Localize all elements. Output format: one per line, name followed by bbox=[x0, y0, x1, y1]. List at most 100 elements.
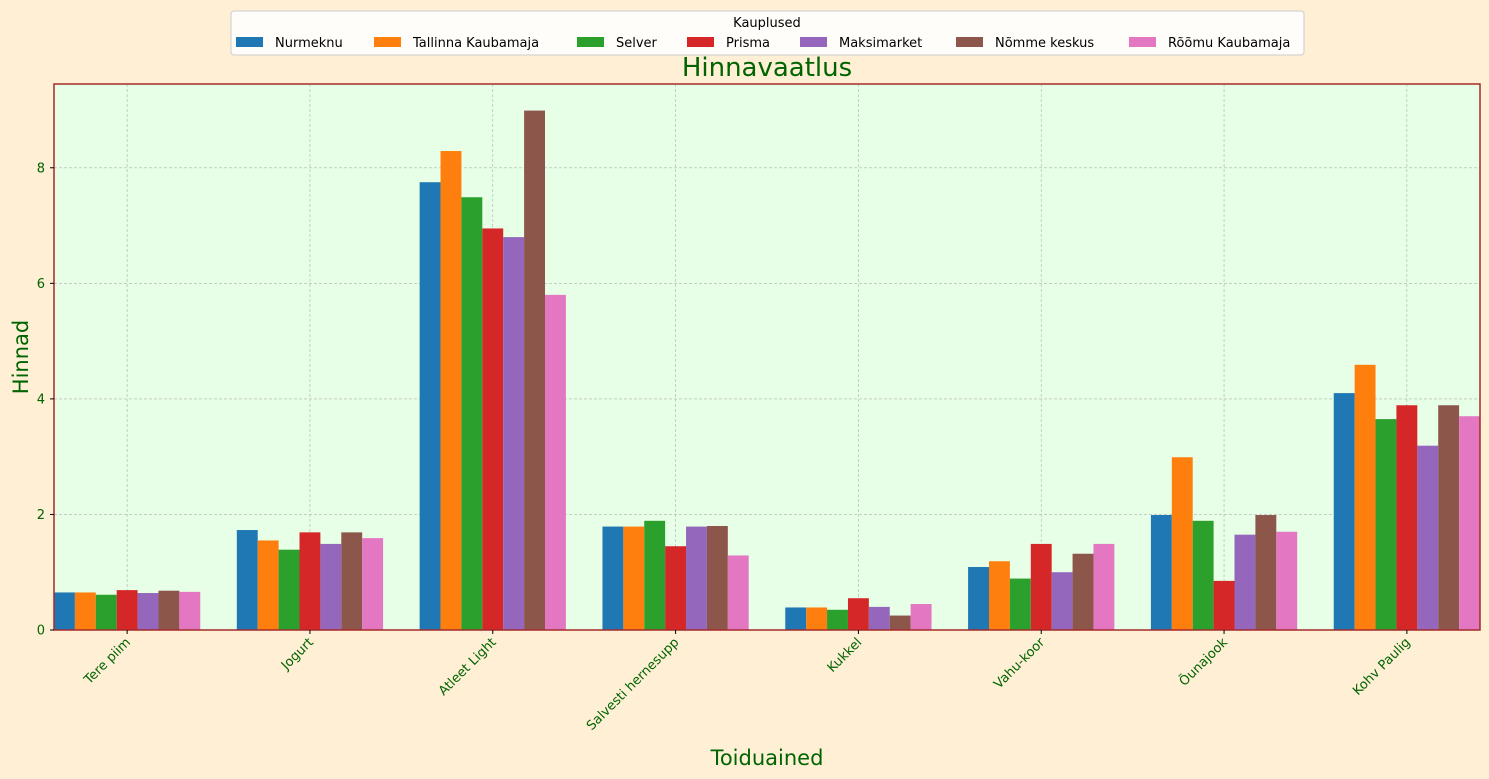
bar bbox=[74, 592, 96, 630]
bar bbox=[988, 561, 1010, 630]
bar bbox=[1150, 515, 1172, 630]
bar bbox=[1438, 405, 1460, 630]
bar bbox=[1333, 393, 1355, 630]
bar bbox=[482, 228, 504, 630]
legend-item: Tallinna Kaubamaja bbox=[374, 36, 539, 51]
bar bbox=[706, 526, 728, 630]
bar bbox=[1213, 580, 1235, 630]
legend-item: Nõmme keskus bbox=[956, 36, 1094, 51]
x-tick-label: Kukkel bbox=[825, 635, 866, 676]
bar bbox=[1009, 578, 1031, 630]
bar bbox=[727, 555, 749, 630]
bar bbox=[644, 520, 666, 630]
legend-swatch bbox=[1129, 37, 1156, 47]
x-axis-ticks: Tere piim Jogurt Atleet Light Salvesti hern… bbox=[81, 630, 1414, 734]
legend-swatch bbox=[800, 37, 827, 47]
legend-label: Rõõmu Kaubamaja bbox=[1168, 36, 1290, 51]
bar bbox=[362, 538, 384, 630]
bar bbox=[1030, 543, 1052, 630]
bar bbox=[236, 530, 258, 630]
bar bbox=[158, 590, 180, 630]
y-tick-label: 8 bbox=[37, 161, 45, 176]
bar bbox=[1234, 534, 1256, 630]
legend-label: Tallinna Kaubamaja bbox=[412, 36, 539, 51]
x-tick-label: Tere piim bbox=[81, 635, 134, 688]
bar bbox=[623, 526, 645, 630]
x-tick-label: Vahu-koor bbox=[991, 635, 1048, 692]
y-axis-title: Hinnad bbox=[9, 320, 33, 394]
bar bbox=[968, 567, 989, 630]
bar bbox=[419, 182, 441, 630]
legend-swatch bbox=[687, 37, 714, 47]
bar bbox=[1276, 531, 1298, 630]
y-tick-label: 6 bbox=[37, 277, 45, 292]
legend-label: Maksimarket bbox=[839, 36, 922, 51]
x-tick-label: Kohv Paulig bbox=[1350, 635, 1414, 699]
legend-item: Rõõmu Kaubamaja bbox=[1129, 36, 1290, 51]
y-tick-label: 4 bbox=[37, 392, 45, 407]
legend-item: Nurmeknu bbox=[236, 36, 343, 51]
legend-label: Nõmme keskus bbox=[995, 36, 1094, 51]
bar bbox=[179, 591, 201, 630]
x-tick-label: Atleet Light bbox=[436, 635, 500, 699]
bar bbox=[95, 594, 117, 630]
bars bbox=[54, 110, 1480, 631]
bar bbox=[827, 609, 848, 630]
bar bbox=[524, 110, 546, 631]
bar bbox=[1354, 364, 1376, 630]
grid-lines bbox=[54, 84, 1480, 631]
bar bbox=[299, 532, 321, 630]
bar bbox=[1375, 419, 1397, 630]
bar bbox=[1072, 553, 1094, 630]
bar bbox=[785, 607, 807, 630]
legend-items: Nurmeknu Tallinna Kaubamaja Selver Prisma Ma… bbox=[236, 36, 1290, 51]
bar bbox=[847, 598, 869, 630]
bar bbox=[503, 237, 525, 630]
legend-label: Prisma bbox=[726, 36, 770, 51]
y-tick-label: 2 bbox=[37, 508, 45, 523]
bar bbox=[320, 543, 342, 630]
bar bbox=[1255, 515, 1277, 630]
bar bbox=[1396, 405, 1418, 630]
bar bbox=[54, 592, 75, 630]
x-tick-label: Salvesti hernesupp bbox=[584, 635, 682, 733]
x-tick-label: Jogurt bbox=[278, 635, 317, 674]
bar bbox=[137, 593, 159, 630]
legend: Kauplused Nurmeknu Tallinna Kaubamaja Selv… bbox=[230, 10, 1305, 56]
legend-swatch bbox=[374, 37, 401, 47]
bar bbox=[1192, 520, 1214, 630]
legend-swatch bbox=[956, 37, 983, 47]
bar bbox=[1417, 445, 1439, 630]
x-axis-title: Toiduained bbox=[710, 746, 824, 770]
bar bbox=[1051, 572, 1073, 630]
bar bbox=[868, 606, 890, 630]
bar bbox=[545, 294, 566, 630]
chart-title: Hinnavaatlus bbox=[682, 53, 852, 83]
legend-box bbox=[230, 10, 1305, 56]
plot-border bbox=[53, 83, 1481, 631]
bar bbox=[257, 540, 279, 630]
bar bbox=[461, 197, 483, 630]
legend-label: Selver bbox=[616, 36, 658, 51]
bar bbox=[602, 526, 624, 630]
bar bbox=[1093, 543, 1115, 630]
legend-item: Selver bbox=[577, 36, 658, 51]
bar bbox=[665, 546, 687, 630]
bar bbox=[341, 532, 363, 630]
bar bbox=[278, 549, 300, 630]
bar bbox=[440, 151, 462, 630]
legend-title: Kauplused bbox=[733, 16, 801, 31]
bar bbox=[910, 604, 932, 630]
bar bbox=[806, 607, 828, 630]
bar bbox=[686, 526, 707, 630]
bar bbox=[116, 590, 138, 630]
bar bbox=[1171, 457, 1193, 630]
y-axis-ticks: 0 2 4 6 8 bbox=[37, 161, 54, 639]
legend-item: Maksimarket bbox=[800, 36, 922, 51]
legend-label: Nurmeknu bbox=[275, 36, 343, 51]
legend-swatch bbox=[236, 37, 263, 47]
legend-swatch bbox=[577, 37, 604, 47]
bar bbox=[889, 615, 911, 630]
legend-item: Prisma bbox=[687, 36, 770, 51]
